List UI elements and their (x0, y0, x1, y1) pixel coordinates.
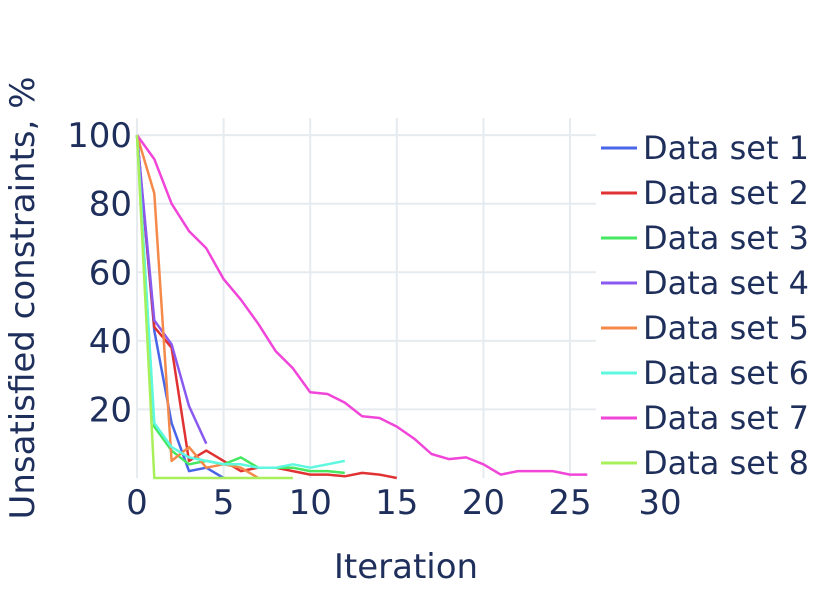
series-line-1 (135, 134, 225, 480)
legend-label-5: Data set 5 (643, 309, 809, 347)
y-axis-title: Unsatisfied constraints, % (3, 76, 43, 519)
y-tick-label: 40 (89, 322, 132, 362)
x-tick-label: 15 (375, 483, 418, 523)
series-line-6 (135, 135, 346, 469)
x-tick-label: 30 (638, 483, 681, 523)
series-line-4 (135, 134, 208, 445)
y-tick-label: 100 (67, 116, 132, 156)
series-line-7 (135, 134, 588, 476)
legend: Data set 1 Data set 2 Data set 3 Data set 4… (601, 129, 809, 482)
x-tick-label: 5 (213, 483, 235, 523)
y-tick-label: 20 (89, 390, 132, 430)
axis-ticks: 0 5 10 15 20 25 30 20 40 60 80 100 (67, 116, 682, 523)
y-tick-label: 80 (89, 185, 132, 225)
grid (136, 118, 596, 478)
legend-label-4: Data set 4 (643, 264, 809, 302)
x-axis-title: Iteration (334, 547, 478, 587)
x-tick-label: 20 (462, 483, 505, 523)
x-tick-label: 25 (548, 483, 591, 523)
legend-label-3: Data set 3 (643, 219, 809, 257)
series-line-5 (135, 134, 259, 480)
legend-label-2: Data set 2 (643, 174, 809, 212)
series-line-8 (135, 135, 293, 480)
series-lines (135, 134, 588, 480)
legend-label-6: Data set 6 (643, 354, 809, 392)
legend-label-1: Data set 1 (643, 129, 809, 167)
x-tick-label: 10 (289, 483, 332, 523)
legend-label-8: Data set 8 (643, 444, 809, 482)
y-tick-label: 60 (89, 253, 132, 293)
series-line-2 (135, 134, 398, 480)
legend-label-7: Data set 7 (643, 399, 809, 437)
x-tick-label: 0 (126, 483, 148, 523)
